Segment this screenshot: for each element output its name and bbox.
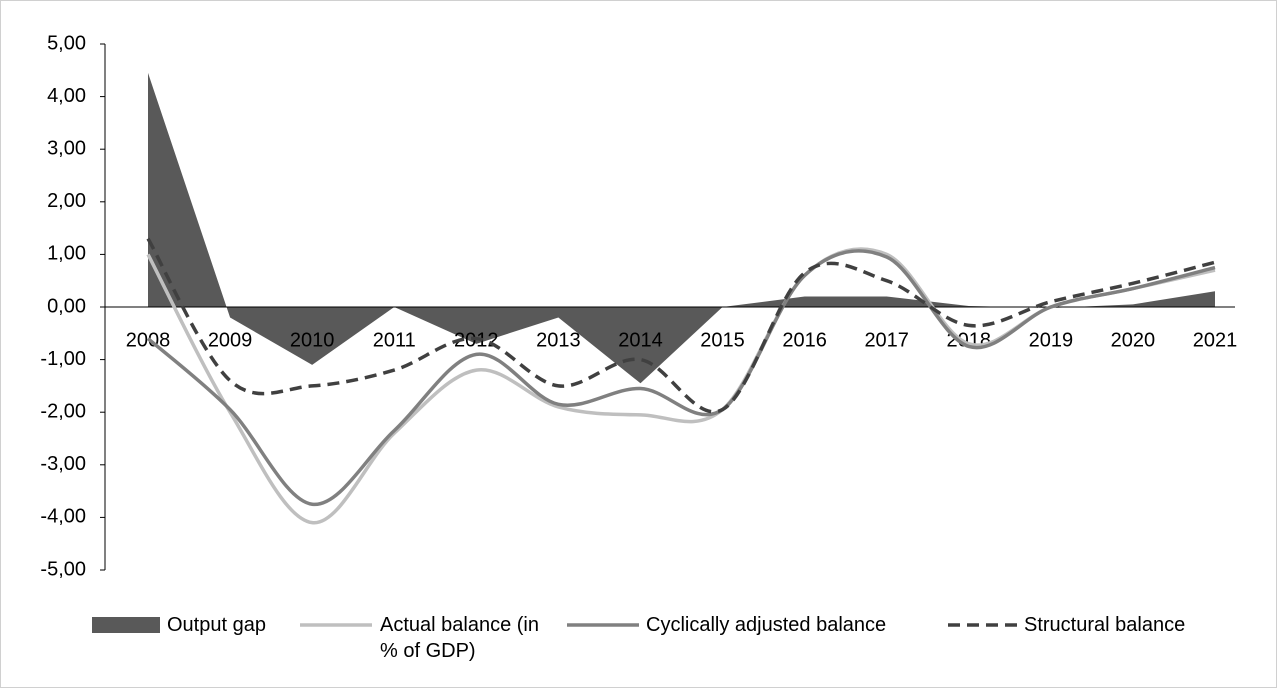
y-tick-label: 1,00 bbox=[47, 243, 86, 265]
y-tick-label: 3,00 bbox=[47, 137, 86, 159]
legend-swatch bbox=[92, 617, 160, 633]
y-tick-label: -5,00 bbox=[40, 558, 86, 580]
y-tick-label: 5,00 bbox=[47, 32, 86, 54]
x-tick-label: 2021 bbox=[1193, 329, 1238, 351]
area bbox=[148, 72, 1215, 384]
x-tick-label: 2014 bbox=[618, 329, 663, 351]
x-tick-label: 2016 bbox=[782, 329, 827, 351]
x-tick-label: 2009 bbox=[208, 329, 253, 351]
legend-label: Output gap bbox=[167, 614, 266, 636]
x-tick-label: 2017 bbox=[864, 329, 909, 351]
line bbox=[146, 237, 1216, 414]
line bbox=[146, 249, 1216, 507]
y-tick-label: -3,00 bbox=[40, 453, 86, 475]
y-tick-label: -4,00 bbox=[40, 506, 86, 528]
x-tick-label: 2019 bbox=[1029, 329, 1074, 351]
y-tick-label: 4,00 bbox=[47, 85, 86, 107]
legend-label: Cyclically adjusted balance bbox=[646, 614, 887, 636]
legend-label: Actual balance (in % of GDP) bbox=[380, 614, 539, 662]
y-tick-label: -1,00 bbox=[40, 348, 86, 370]
x-tick-label: 2020 bbox=[1111, 329, 1156, 351]
y-tick-label: 0,00 bbox=[47, 295, 86, 317]
y-tick-label: 2,00 bbox=[47, 190, 86, 212]
x-tick-label: 2010 bbox=[290, 329, 335, 351]
x-tick-label: 2011 bbox=[373, 329, 416, 351]
y-tick-label: -2,00 bbox=[40, 400, 86, 422]
x-tick-label: 2015 bbox=[700, 329, 745, 351]
legend-label: Structural balance bbox=[1024, 614, 1186, 636]
x-tick-label: 2013 bbox=[536, 329, 581, 351]
